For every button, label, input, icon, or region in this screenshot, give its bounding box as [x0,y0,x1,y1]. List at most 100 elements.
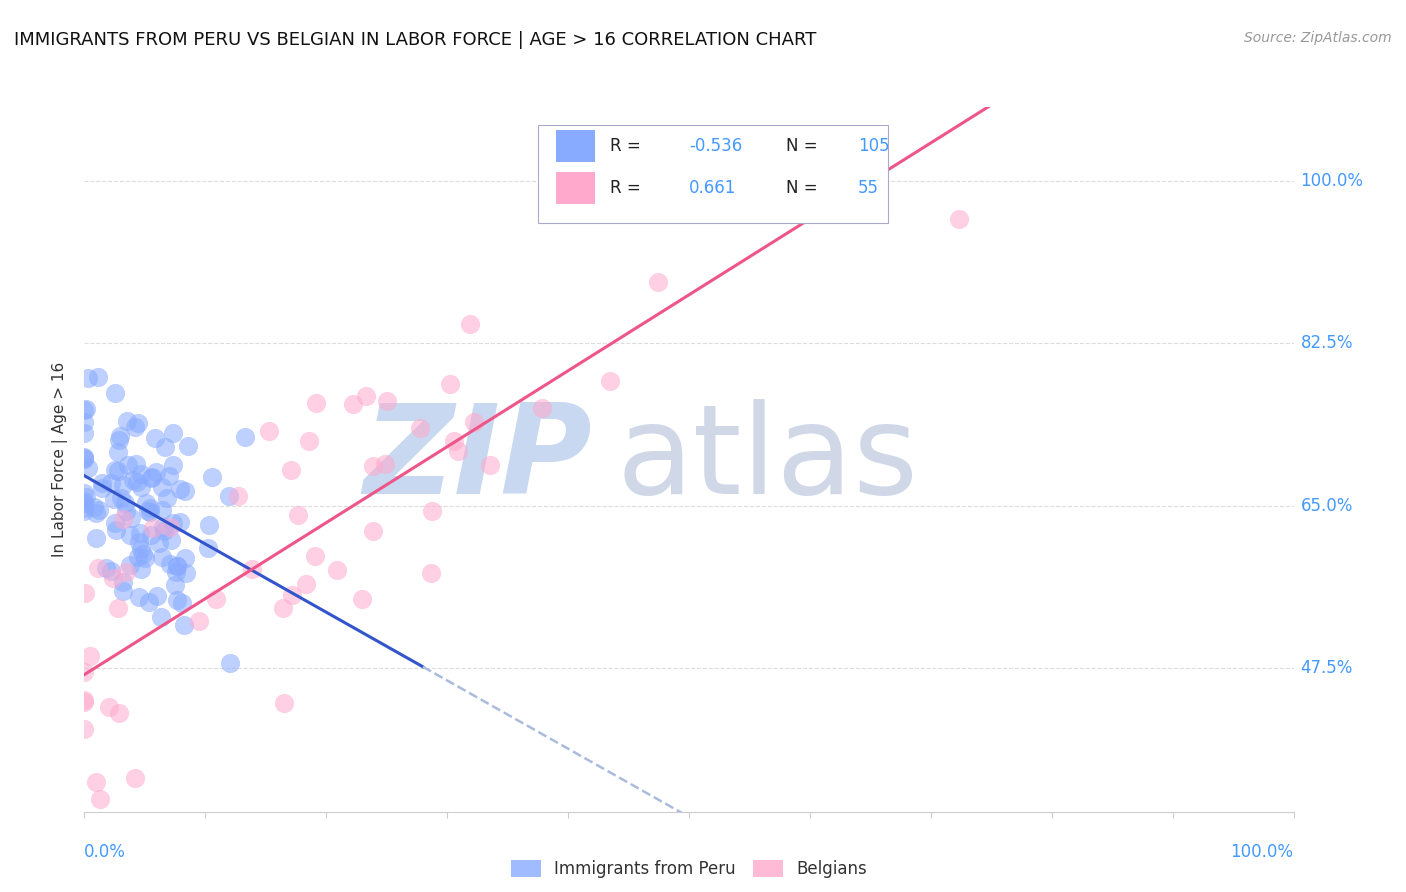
Point [200,470,222,484]
Point [104,523,127,537]
Point [73,665,96,679]
Point [374,457,396,471]
Point [103,491,125,506]
Point [127,475,149,490]
Text: 47.5%: 47.5% [1301,659,1353,677]
Point [146,589,169,603]
Point [73,426,96,441]
Text: atlas: atlas [616,399,918,520]
Point [73,451,96,466]
Point [304,396,326,410]
Point [84,775,107,789]
Point [173,618,195,632]
Point [218,489,240,503]
Point [127,550,149,565]
Point [531,401,554,416]
Point [273,696,295,710]
Point [87,503,110,517]
Point [94,561,117,575]
Point [110,491,132,505]
Point [139,501,162,516]
Point [77,460,100,475]
Point [104,463,127,477]
Point [124,771,146,785]
Text: N =: N = [786,179,823,197]
Point [156,491,179,505]
Point [166,593,188,607]
Point [162,516,184,530]
Point [198,518,221,533]
Point [165,566,187,580]
Point [87,561,110,575]
Point [647,275,669,289]
Point [409,420,432,434]
Point [73,494,96,508]
Text: R =: R = [610,136,647,155]
Text: 105: 105 [858,136,890,155]
Point [463,415,485,429]
Point [89,792,111,806]
Point [111,584,134,599]
Point [83,500,105,514]
Point [117,458,139,472]
Point [120,511,142,525]
Point [75,491,97,505]
Point [169,482,191,496]
Point [108,433,131,447]
Point [162,425,184,440]
Point [153,440,176,454]
Point [122,473,145,487]
Point [127,416,149,430]
Point [75,401,97,416]
Point [128,535,150,549]
Point [114,496,136,510]
Point [169,516,191,530]
Point [375,393,398,408]
Point [73,501,96,516]
Point [118,527,141,541]
Point [134,550,156,565]
FancyBboxPatch shape [555,130,595,161]
Point [79,649,101,664]
Point [73,403,96,417]
Point [145,465,167,479]
Point [101,571,124,585]
Point [443,434,465,448]
Text: N =: N = [786,136,823,155]
Point [280,463,302,477]
Point [139,505,162,519]
Text: 0.0%: 0.0% [84,843,127,861]
Point [150,502,173,516]
Point [129,541,152,556]
Point [128,526,150,541]
Point [439,376,461,391]
Point [111,512,134,526]
Point [100,564,122,578]
Point [73,823,96,838]
Point [233,430,256,444]
Point [76,371,98,385]
Point [219,657,242,671]
Text: R =: R = [610,179,647,197]
Text: Source: ZipAtlas.com: Source: ZipAtlas.com [1244,31,1392,45]
Point [173,483,195,498]
Point [73,496,96,510]
Point [107,445,129,459]
Point [150,480,173,494]
Point [419,566,441,580]
Point [143,431,166,445]
Point [115,414,138,428]
Point [287,508,309,522]
Point [135,496,157,510]
Point [420,504,443,518]
FancyBboxPatch shape [555,172,595,204]
Point [157,469,180,483]
Point [159,520,181,534]
Point [170,596,193,610]
Y-axis label: In Labor Force | Age > 16: In Labor Force | Age > 16 [52,362,69,557]
Point [166,559,188,574]
Point [132,547,155,561]
FancyBboxPatch shape [538,125,889,223]
Text: 0.661: 0.661 [689,179,737,197]
Point [90,481,112,495]
